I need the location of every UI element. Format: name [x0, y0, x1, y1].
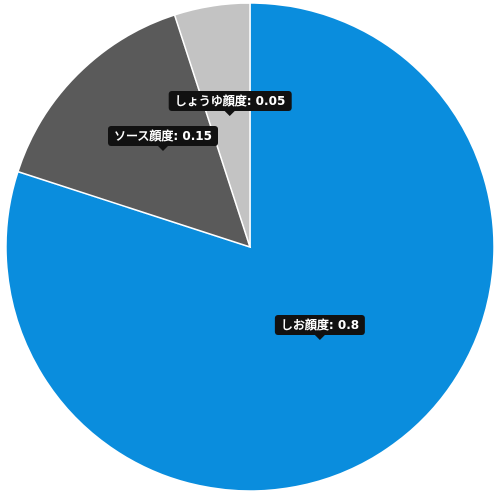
pie-slice-0[interactable] [5, 2, 495, 492]
pie-slice-2[interactable] [173, 2, 251, 248]
